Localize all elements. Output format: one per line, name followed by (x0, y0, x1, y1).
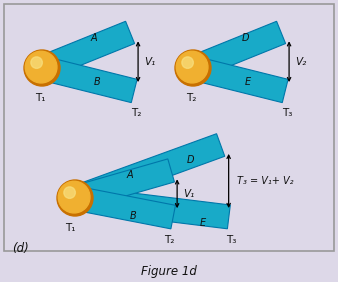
Circle shape (31, 57, 42, 68)
Text: T₃ = V₁+ V₂: T₃ = V₁+ V₂ (237, 176, 293, 186)
Text: B: B (130, 211, 136, 221)
Circle shape (182, 57, 193, 68)
Text: V₁: V₁ (184, 189, 195, 199)
Polygon shape (73, 186, 175, 229)
Text: T₂: T₂ (186, 93, 196, 103)
Text: V₂: V₂ (295, 57, 307, 67)
Text: E: E (200, 218, 206, 228)
Text: T₂: T₂ (131, 108, 141, 118)
Text: T₃: T₃ (226, 235, 236, 245)
Circle shape (58, 181, 90, 213)
Polygon shape (74, 186, 230, 229)
Circle shape (24, 50, 60, 86)
Text: D: D (186, 155, 194, 165)
Text: B: B (94, 77, 100, 87)
Text: V₁: V₁ (144, 57, 156, 67)
Text: A: A (91, 33, 97, 43)
Text: D: D (241, 33, 249, 43)
Circle shape (57, 180, 93, 216)
Circle shape (64, 187, 75, 198)
Polygon shape (39, 56, 137, 103)
Text: Figure 1d: Figure 1d (141, 265, 197, 279)
Bar (4, 4, 334, 251)
Text: T₁: T₁ (35, 93, 45, 103)
Circle shape (25, 51, 57, 83)
Polygon shape (189, 21, 286, 79)
Polygon shape (71, 134, 225, 209)
Circle shape (176, 51, 208, 83)
Text: T₁: T₁ (65, 223, 75, 233)
Text: A: A (127, 170, 133, 180)
Text: T₃: T₃ (282, 108, 292, 118)
Text: (d): (d) (12, 242, 29, 255)
Polygon shape (72, 159, 174, 210)
Polygon shape (38, 21, 135, 79)
Circle shape (175, 50, 211, 86)
Text: E: E (245, 77, 251, 87)
Text: T₂: T₂ (164, 235, 174, 245)
Polygon shape (190, 56, 288, 103)
